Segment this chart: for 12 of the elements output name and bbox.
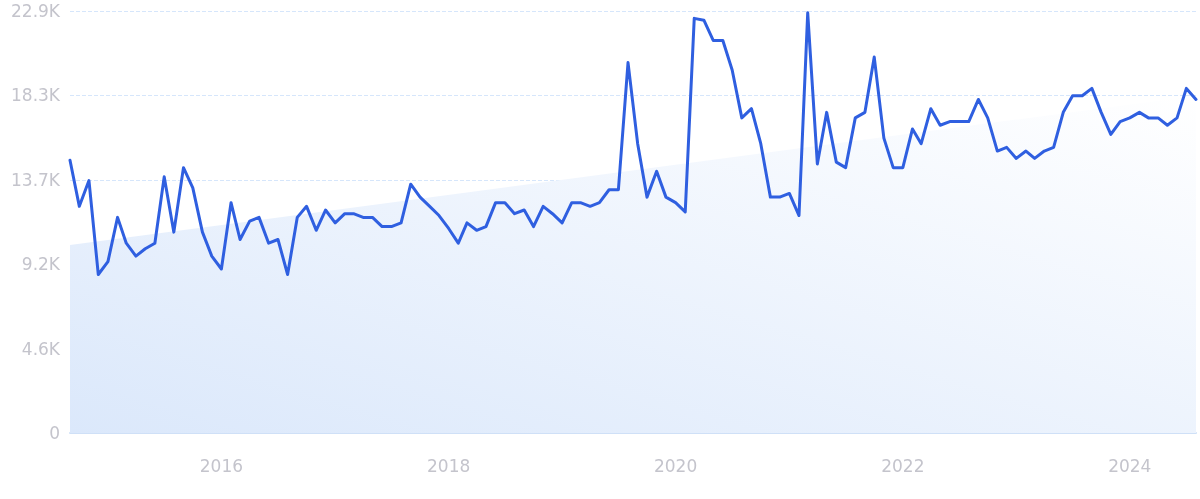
y-tick-label: 9.2K bbox=[21, 254, 61, 275]
y-tick-label: 22.9K bbox=[11, 1, 61, 21]
y-tick-label: 13.7K bbox=[11, 169, 61, 190]
x-tick-label: 2016 bbox=[199, 455, 244, 476]
x-tick-label: 2022 bbox=[881, 455, 925, 476]
x-tick-label: 2020 bbox=[653, 455, 698, 476]
y-tick-label: 18.3K bbox=[11, 85, 61, 106]
x-tick-label: 2018 bbox=[427, 455, 471, 476]
x-tick-label: 2024 bbox=[1108, 455, 1152, 476]
y-tick-label: 0 bbox=[49, 423, 60, 443]
line-series bbox=[68, 11, 1198, 277]
y-tick-label: 4.6K bbox=[21, 338, 61, 359]
